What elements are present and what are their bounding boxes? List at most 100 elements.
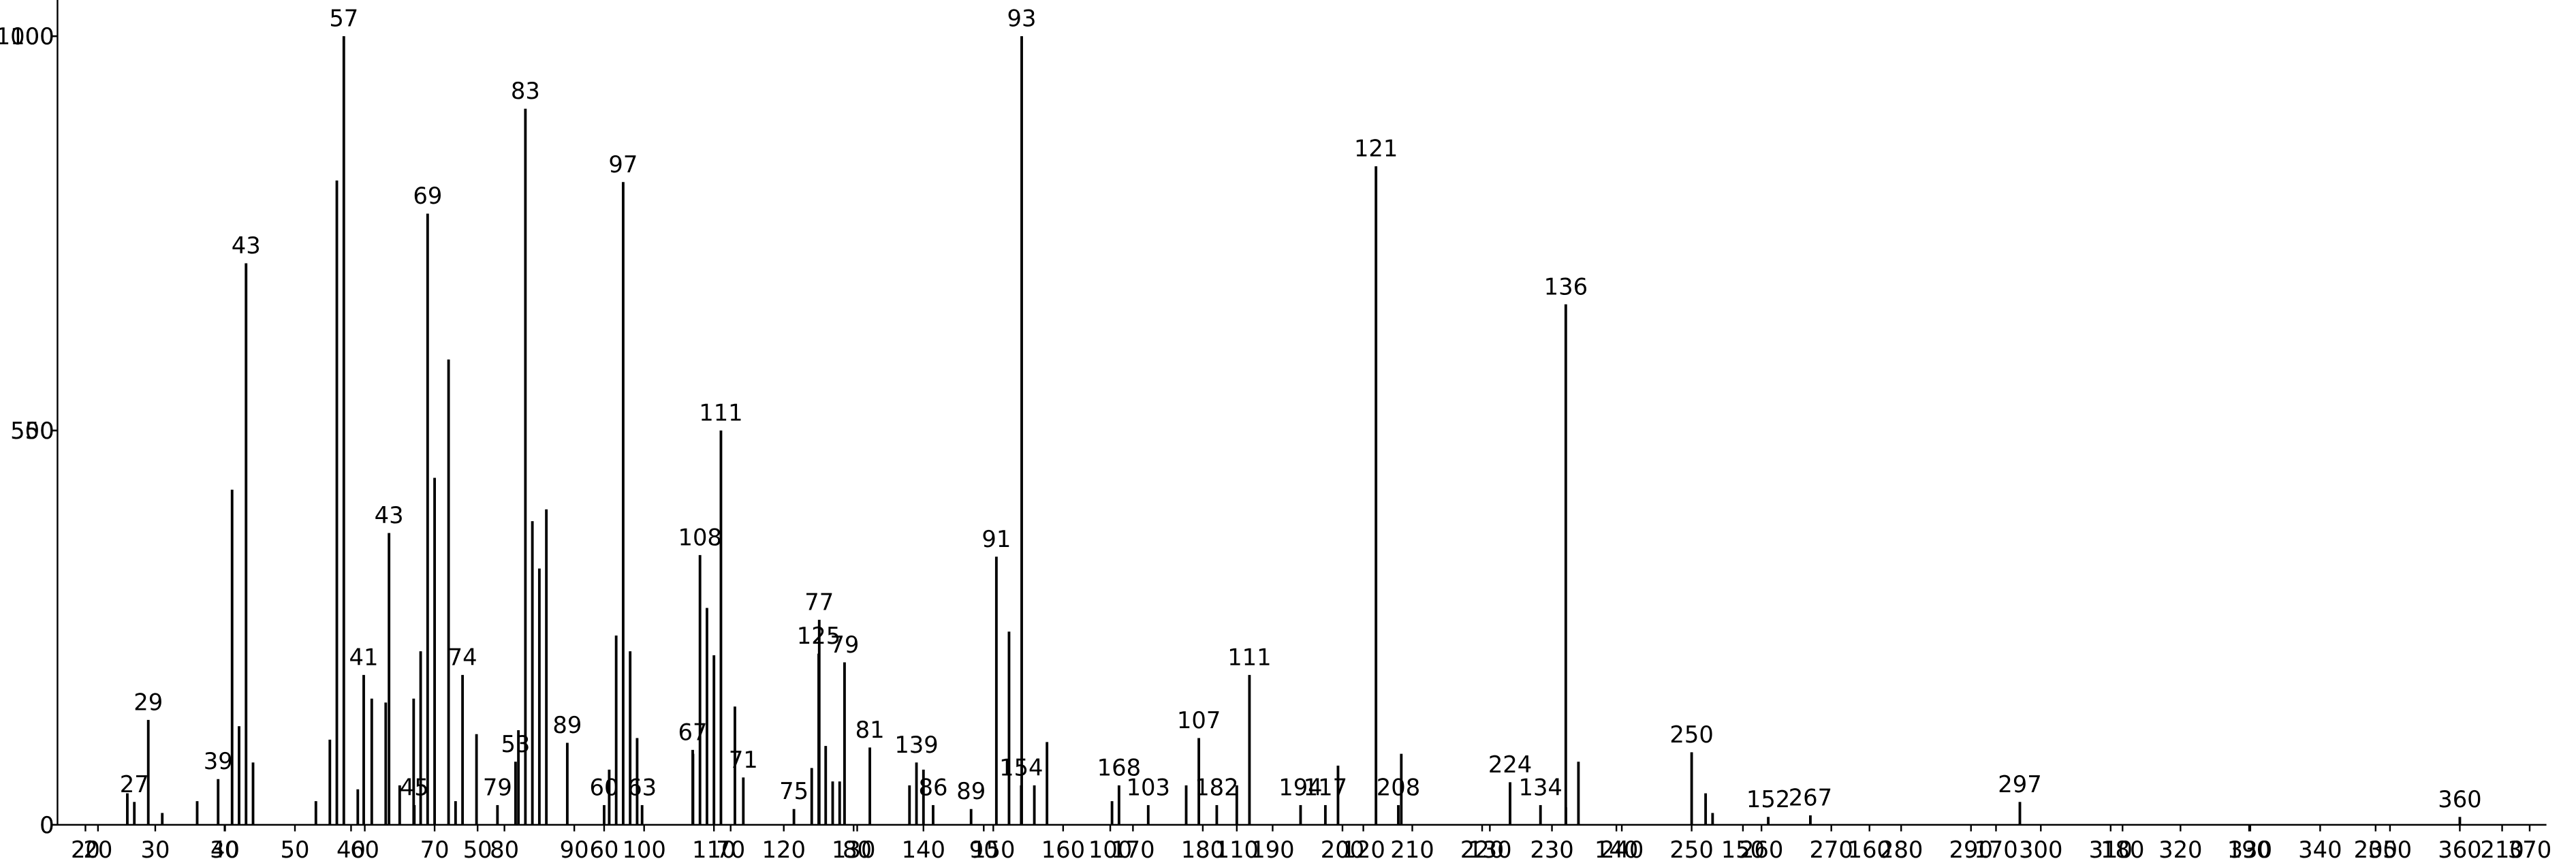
x-tick-label: 170 [1974, 836, 2017, 861]
peak-label: 74 [448, 644, 477, 670]
x-tick-label: 370 [2508, 836, 2551, 861]
x-tick-label: 20 [71, 836, 100, 861]
peak-label: 39 [204, 748, 233, 774]
x-tick-label: 80 [490, 836, 519, 861]
x-tick-label: 160 [1847, 836, 1891, 861]
peak-label: 360 [2438, 786, 2481, 813]
x-tick-label: 120 [762, 836, 806, 861]
x-tick-label: 340 [2298, 836, 2342, 861]
peak-label: 81 [855, 717, 885, 743]
x-tick-label: 110 [692, 836, 736, 861]
x-tick-label: 220 [1460, 836, 1504, 861]
peak-label: 71 [729, 747, 758, 773]
x-tick-label: 350 [2368, 836, 2412, 861]
x-tick-label: 90 [969, 836, 999, 861]
x-tick-label: 140 [902, 836, 945, 861]
x-tick-label: 30 [140, 836, 170, 861]
peak-label: 134 [1518, 774, 1562, 800]
peak-label: 75 [779, 778, 808, 804]
peak-label: 79 [483, 774, 512, 800]
x-tick-label: 90 [560, 836, 589, 861]
y-tick-label: 1000 [0, 23, 54, 50]
peak-label: 77 [804, 589, 834, 615]
peak-label: 89 [552, 712, 582, 738]
peak-label: 139 [894, 732, 938, 758]
y-tick-label: 50 [25, 418, 54, 444]
x-tick-label: 110 [1215, 836, 1259, 861]
x-tick-label: 80 [843, 836, 872, 861]
peak-label: 63 [627, 774, 657, 800]
x-tick-label: 200 [1321, 836, 1364, 861]
x-tick-label: 180 [2101, 836, 2144, 861]
peak-label: 60 [589, 774, 618, 800]
peak-label: 121 [1354, 136, 1398, 162]
x-tick-label: 140 [1595, 836, 1638, 861]
peak-label: 136 [1544, 273, 1588, 300]
peak-label: 182 [1195, 774, 1238, 800]
x-tick-label: 160 [1041, 836, 1085, 861]
x-tick-label: 70 [716, 836, 745, 861]
peak-label: 267 [1789, 785, 1832, 811]
x-tick-label: 180 [1181, 836, 1225, 861]
x-tick-label: 130 [832, 836, 875, 861]
x-tick-label: 290 [1949, 836, 1993, 861]
peak-label: 43 [375, 502, 404, 529]
x-tick-label: 40 [336, 836, 366, 861]
x-tick-label: 210 [2480, 836, 2524, 861]
peak-label: 111 [1227, 644, 1271, 670]
x-tick-label: 60 [350, 836, 379, 861]
x-tick-label: 20 [83, 836, 112, 861]
x-tick-label: 260 [1740, 836, 1783, 861]
x-tick-label: 230 [1530, 836, 1573, 861]
y-tick-label: 500 [10, 418, 54, 444]
x-tick-label: 300 [2019, 836, 2062, 861]
peak-label: 108 [678, 524, 721, 550]
peak-label: 97 [608, 151, 638, 178]
x-tick-label: 190 [1251, 836, 1294, 861]
peak-label: 111 [699, 400, 742, 426]
peak-label: 224 [1488, 751, 1532, 778]
peak-label: 86 [918, 774, 947, 800]
x-tick-label: 310 [2089, 836, 2133, 861]
peak-label: 69 [413, 183, 442, 209]
peak-label: 79 [830, 631, 859, 658]
x-tick-label: 30 [210, 836, 239, 861]
x-tick-label: 330 [2229, 836, 2272, 861]
peak-label: 93 [1007, 5, 1037, 32]
x-tick-label: 70 [420, 836, 450, 861]
peak-label: 117 [1304, 774, 1347, 800]
x-tick-label: 50 [463, 836, 492, 861]
peak-label: 67 [678, 719, 708, 745]
peak-label: 27 [120, 771, 149, 798]
peak-label: 152 [1746, 786, 1790, 813]
x-tick-label: 60 [589, 836, 618, 861]
peak-label: 297 [1998, 771, 2041, 798]
x-tick-label: 100 [622, 836, 665, 861]
peak-label: 250 [1669, 721, 1713, 748]
x-tick-label: 50 [281, 836, 310, 861]
peak-label: 53 [501, 731, 530, 757]
x-tick-label: 320 [2158, 836, 2202, 861]
peak-label: 103 [1127, 774, 1170, 800]
peak-label: 91 [981, 526, 1011, 552]
x-tick-label: 40 [210, 836, 240, 861]
x-tick-label: 250 [1669, 836, 1713, 861]
peak-label: 57 [329, 5, 358, 32]
x-tick-label: 240 [1600, 836, 1644, 861]
x-tick-label: 270 [1809, 836, 1853, 861]
peak-label: 43 [232, 232, 261, 259]
peak-label: 29 [133, 689, 163, 715]
x-tick-label: 150 [1721, 836, 1765, 861]
peak-label: 107 [1177, 707, 1221, 734]
x-tick-label: 170 [1111, 836, 1155, 861]
peak-label: 45 [400, 774, 429, 800]
x-tick-label: 360 [2438, 836, 2481, 861]
x-tick-label: 120 [1341, 836, 1385, 861]
peak-label: 194 [1278, 774, 1322, 800]
peak-label: 208 [1377, 774, 1420, 800]
peak-label: 168 [1097, 755, 1141, 781]
y-tick-label: 100 [10, 23, 54, 50]
x-tick-label: 280 [1879, 836, 1923, 861]
